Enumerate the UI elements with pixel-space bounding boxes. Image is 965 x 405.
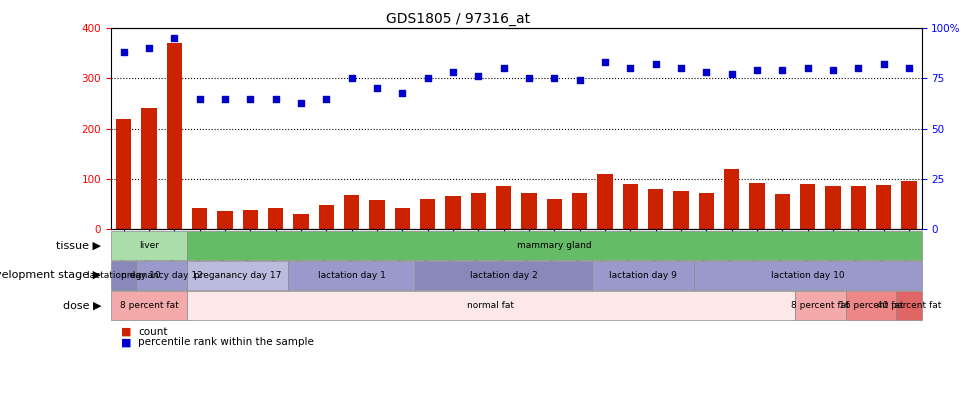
- Text: count: count: [138, 327, 168, 337]
- Text: normal fat: normal fat: [467, 301, 514, 310]
- Text: 16 percent fat: 16 percent fat: [839, 301, 903, 310]
- Bar: [116, 119, 131, 229]
- Point: [167, 35, 182, 42]
- Text: lactation day 9: lactation day 9: [609, 271, 676, 280]
- Bar: [471, 193, 485, 229]
- Text: lactation day 10: lactation day 10: [87, 271, 160, 280]
- Bar: [318, 205, 334, 229]
- Bar: [901, 181, 917, 229]
- Text: ■: ■: [121, 327, 131, 337]
- Text: percentile rank within the sample: percentile rank within the sample: [138, 337, 314, 347]
- Text: 40 percent fat: 40 percent fat: [877, 301, 941, 310]
- Point: [674, 65, 689, 72]
- Point: [775, 67, 790, 74]
- Bar: [395, 208, 410, 229]
- Bar: [192, 208, 207, 229]
- Point: [622, 65, 638, 72]
- Bar: [800, 184, 815, 229]
- Point: [293, 99, 309, 106]
- Bar: [420, 199, 435, 229]
- Point: [318, 95, 334, 102]
- Bar: [217, 211, 233, 229]
- Bar: [597, 174, 613, 229]
- Point: [597, 59, 613, 66]
- Bar: [268, 208, 283, 229]
- Point: [546, 75, 562, 82]
- Point: [445, 69, 460, 76]
- Point: [496, 65, 511, 72]
- Bar: [167, 43, 181, 229]
- Point: [876, 61, 892, 68]
- Bar: [622, 184, 638, 229]
- Text: lactation day 2: lactation day 2: [470, 271, 538, 280]
- Bar: [141, 108, 156, 229]
- Text: 8 percent fat: 8 percent fat: [791, 301, 849, 310]
- Bar: [546, 199, 562, 229]
- Bar: [370, 200, 384, 229]
- Point: [370, 85, 385, 92]
- Point: [825, 67, 841, 74]
- Text: pregnancy day 12: pregnancy day 12: [121, 271, 203, 280]
- Bar: [648, 189, 663, 229]
- Bar: [699, 193, 714, 229]
- Point: [242, 95, 258, 102]
- Text: 8 percent fat: 8 percent fat: [120, 301, 179, 310]
- Bar: [775, 194, 789, 229]
- Text: preganancy day 17: preganancy day 17: [194, 271, 282, 280]
- Bar: [445, 196, 460, 229]
- Point: [850, 65, 866, 72]
- Point: [901, 65, 917, 72]
- Point: [800, 65, 815, 72]
- Point: [344, 75, 359, 82]
- Bar: [724, 168, 739, 229]
- Point: [648, 61, 663, 68]
- Text: lactation day 10: lactation day 10: [771, 271, 844, 280]
- Text: GDS1805 / 97316_at: GDS1805 / 97316_at: [386, 12, 531, 26]
- Bar: [521, 193, 537, 229]
- Text: development stage ▶: development stage ▶: [0, 271, 101, 280]
- Bar: [293, 214, 309, 229]
- Text: ■: ■: [121, 337, 131, 347]
- Bar: [825, 186, 841, 229]
- Point: [420, 75, 435, 82]
- Bar: [243, 210, 258, 229]
- Point: [116, 49, 131, 55]
- Point: [572, 77, 588, 84]
- Point: [395, 89, 410, 96]
- Point: [141, 45, 156, 51]
- Bar: [850, 186, 866, 229]
- Bar: [749, 183, 764, 229]
- Text: liver: liver: [139, 241, 159, 250]
- Point: [192, 95, 207, 102]
- Point: [268, 95, 284, 102]
- Text: dose ▶: dose ▶: [63, 301, 101, 310]
- Text: tissue ▶: tissue ▶: [56, 241, 101, 250]
- Point: [521, 75, 537, 82]
- Text: lactation day 1: lactation day 1: [317, 271, 386, 280]
- Bar: [876, 185, 891, 229]
- Point: [724, 71, 739, 78]
- Point: [471, 73, 486, 80]
- Point: [749, 67, 764, 74]
- Bar: [496, 186, 511, 229]
- Bar: [674, 191, 688, 229]
- Text: mammary gland: mammary gland: [517, 241, 592, 250]
- Point: [699, 69, 714, 76]
- Bar: [344, 195, 359, 229]
- Bar: [572, 193, 587, 229]
- Point: [217, 95, 233, 102]
